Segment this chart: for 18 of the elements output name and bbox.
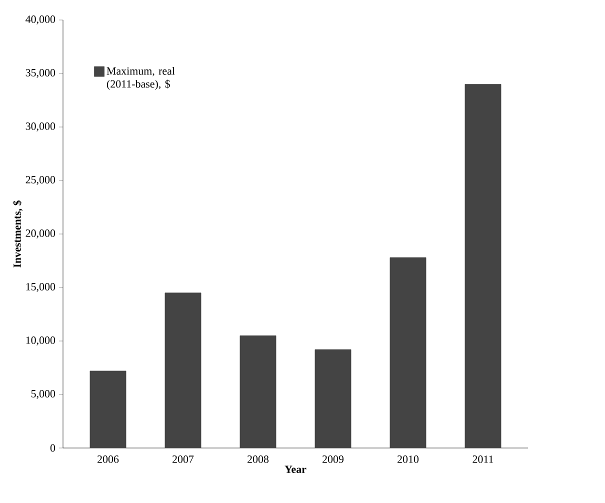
legend-label: Maximum, real (2011-base), $ [106,66,175,90]
y-tick-label: 35,000 [26,69,56,78]
x-tick-label: 2008 [248,456,269,463]
y-tick-label: 25,000 [26,176,56,185]
y-tick-label: 40,000 [26,16,56,24]
x-tick-label: 2009 [322,456,344,463]
y-tick-label: 20,000 [26,230,56,238]
x-tick-label: 2006 [98,456,119,463]
x-tick-label: 2011 [472,456,494,463]
y-tick-label: 30,000 [26,122,56,132]
y-tick-label: 15,000 [26,283,56,292]
y-axis-title: Investments, $ [12,200,23,268]
x-axis-title: Year [284,466,306,474]
y-tick-label: 10,000 [26,336,56,346]
y-tick-label: 0 [50,444,56,452]
y-tick-label: 5,000 [31,390,56,399]
x-tick-label: 2007 [172,456,194,463]
x-tick-label: 2010 [398,456,419,463]
